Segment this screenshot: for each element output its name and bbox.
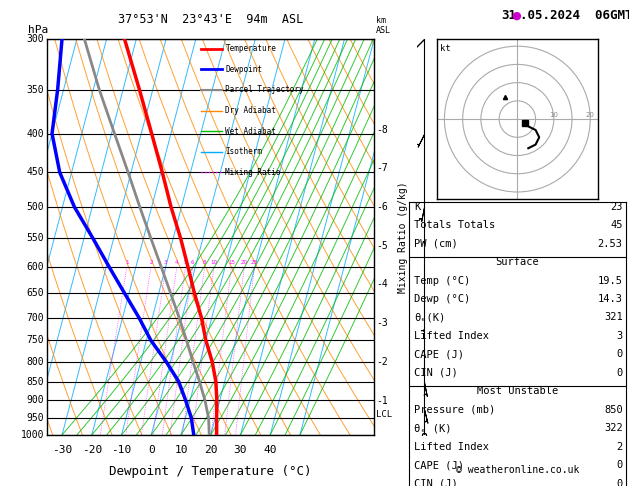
Text: Lifted Index: Lifted Index bbox=[414, 442, 489, 452]
Text: 14.3: 14.3 bbox=[598, 294, 623, 304]
Text: 25: 25 bbox=[251, 260, 258, 265]
Text: -20: -20 bbox=[82, 445, 102, 455]
Text: 3: 3 bbox=[616, 331, 623, 341]
Text: 600: 600 bbox=[26, 262, 44, 272]
Text: 0: 0 bbox=[616, 349, 623, 360]
Text: 2.53: 2.53 bbox=[598, 239, 623, 249]
Text: 500: 500 bbox=[26, 202, 44, 212]
Text: 5: 5 bbox=[184, 260, 187, 265]
Text: 1000: 1000 bbox=[20, 430, 44, 440]
Text: 10: 10 bbox=[174, 445, 187, 455]
Text: -5: -5 bbox=[376, 241, 387, 251]
Text: 2: 2 bbox=[616, 442, 623, 452]
Text: km
ASL: km ASL bbox=[376, 16, 391, 35]
Text: 1: 1 bbox=[125, 260, 128, 265]
Text: Pressure (mb): Pressure (mb) bbox=[414, 405, 495, 415]
Text: 300: 300 bbox=[26, 34, 44, 44]
Text: 0: 0 bbox=[148, 445, 155, 455]
Text: LCL: LCL bbox=[376, 410, 392, 419]
Text: 45: 45 bbox=[610, 220, 623, 230]
Text: θₑ (K): θₑ (K) bbox=[414, 423, 452, 434]
Text: K: K bbox=[414, 202, 420, 212]
Text: Dewp (°C): Dewp (°C) bbox=[414, 294, 470, 304]
Text: Totals Totals: Totals Totals bbox=[414, 220, 495, 230]
Text: Most Unstable: Most Unstable bbox=[477, 386, 558, 397]
Text: 550: 550 bbox=[26, 233, 44, 243]
Text: 900: 900 bbox=[26, 395, 44, 405]
Text: 850: 850 bbox=[604, 405, 623, 415]
Text: hPa: hPa bbox=[28, 25, 48, 35]
Text: kt: kt bbox=[440, 44, 451, 52]
Text: θₑ(K): θₑ(K) bbox=[414, 312, 445, 323]
Text: 850: 850 bbox=[26, 377, 44, 386]
Text: 350: 350 bbox=[26, 85, 44, 95]
Text: -10: -10 bbox=[111, 445, 131, 455]
Text: 0: 0 bbox=[616, 460, 623, 470]
Text: 15: 15 bbox=[228, 260, 235, 265]
Text: 750: 750 bbox=[26, 335, 44, 346]
Text: 450: 450 bbox=[26, 167, 44, 177]
Text: Wet Adiabat: Wet Adiabat bbox=[225, 127, 276, 136]
Text: Parcel Trajectory: Parcel Trajectory bbox=[225, 86, 304, 94]
Text: 0: 0 bbox=[616, 479, 623, 486]
Text: 700: 700 bbox=[26, 312, 44, 323]
Text: © weatheronline.co.uk: © weatheronline.co.uk bbox=[455, 465, 579, 475]
Text: Temp (°C): Temp (°C) bbox=[414, 276, 470, 286]
Text: Mixing Ratio: Mixing Ratio bbox=[225, 168, 281, 177]
Text: .05.2024  06GMT  (Base: 06): .05.2024 06GMT (Base: 06) bbox=[520, 9, 629, 22]
Text: Surface: Surface bbox=[496, 257, 539, 267]
Text: -6: -6 bbox=[376, 202, 387, 212]
Text: 40: 40 bbox=[264, 445, 277, 455]
Text: 10: 10 bbox=[211, 260, 218, 265]
Text: -2: -2 bbox=[376, 357, 387, 367]
Text: 6: 6 bbox=[191, 260, 194, 265]
Text: Lifted Index: Lifted Index bbox=[414, 331, 489, 341]
Text: 20: 20 bbox=[204, 445, 218, 455]
Text: 23: 23 bbox=[610, 202, 623, 212]
Text: Isotherm: Isotherm bbox=[225, 147, 262, 156]
Text: 0: 0 bbox=[616, 368, 623, 378]
Text: CAPE (J): CAPE (J) bbox=[414, 460, 464, 470]
Text: -7: -7 bbox=[376, 163, 387, 174]
Text: 321: 321 bbox=[604, 312, 623, 323]
Text: 20: 20 bbox=[241, 260, 248, 265]
Text: 31: 31 bbox=[501, 9, 516, 22]
Text: 10: 10 bbox=[549, 112, 559, 118]
Text: 4: 4 bbox=[175, 260, 179, 265]
Text: -8: -8 bbox=[376, 125, 387, 135]
Text: 400: 400 bbox=[26, 128, 44, 139]
Text: Mixing Ratio (g/kg): Mixing Ratio (g/kg) bbox=[398, 181, 408, 293]
Text: Dry Adiabat: Dry Adiabat bbox=[225, 106, 276, 115]
Text: 20: 20 bbox=[586, 112, 594, 118]
Text: ●: ● bbox=[511, 11, 521, 20]
Text: Dewpoint / Temperature (°C): Dewpoint / Temperature (°C) bbox=[109, 465, 312, 478]
Text: -3: -3 bbox=[376, 318, 387, 328]
Text: 650: 650 bbox=[26, 288, 44, 298]
Text: -4: -4 bbox=[376, 279, 387, 290]
Text: -30: -30 bbox=[52, 445, 72, 455]
Text: Temperature: Temperature bbox=[225, 44, 276, 53]
Text: 8: 8 bbox=[203, 260, 206, 265]
Text: 19.5: 19.5 bbox=[598, 276, 623, 286]
Text: 950: 950 bbox=[26, 413, 44, 423]
Text: CAPE (J): CAPE (J) bbox=[414, 349, 464, 360]
Text: 322: 322 bbox=[604, 423, 623, 434]
Text: 30: 30 bbox=[234, 445, 247, 455]
Text: -1: -1 bbox=[376, 396, 387, 406]
Text: PW (cm): PW (cm) bbox=[414, 239, 458, 249]
Text: 3: 3 bbox=[164, 260, 167, 265]
Text: 800: 800 bbox=[26, 357, 44, 366]
Text: CIN (J): CIN (J) bbox=[414, 368, 458, 378]
Text: 37°53'N  23°43'E  94m  ASL: 37°53'N 23°43'E 94m ASL bbox=[118, 13, 303, 26]
Text: Dewpoint: Dewpoint bbox=[225, 65, 262, 74]
Text: CIN (J): CIN (J) bbox=[414, 479, 458, 486]
Text: 2: 2 bbox=[149, 260, 153, 265]
